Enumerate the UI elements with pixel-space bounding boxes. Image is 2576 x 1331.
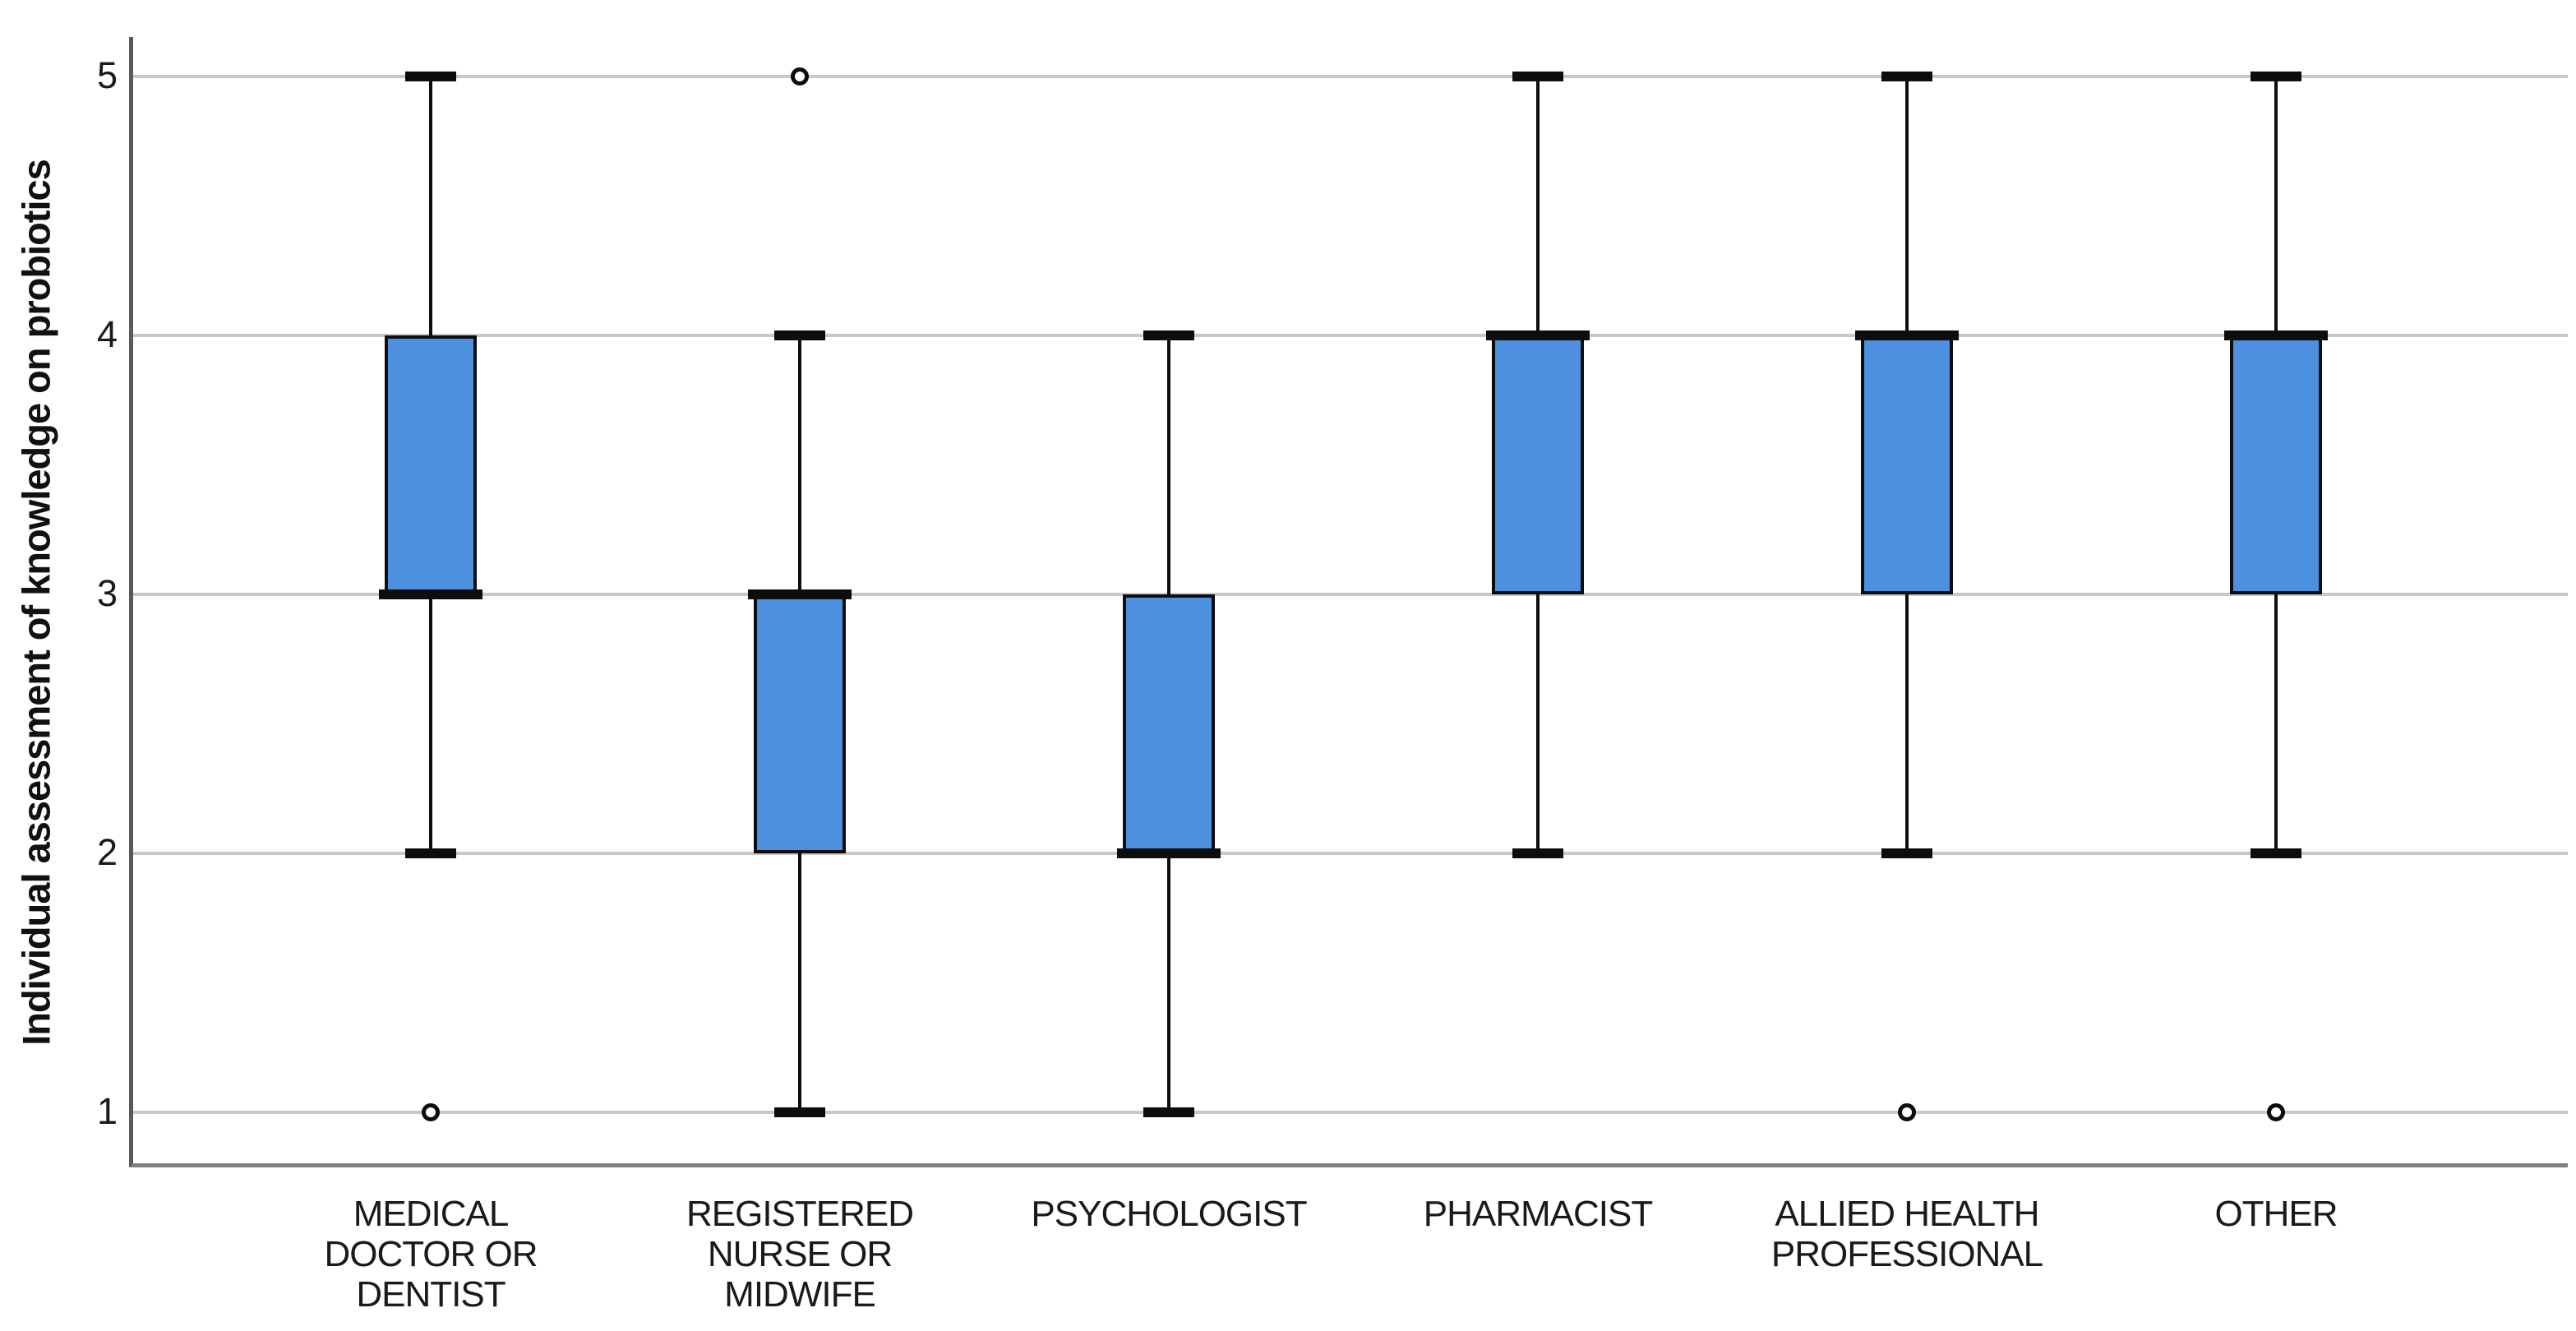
category-label-line: MEDICAL	[353, 1194, 510, 1234]
y-tick-label-3: 3	[96, 572, 118, 614]
iqr-box	[1123, 594, 1215, 853]
outlier-point	[422, 1103, 440, 1121]
gridline-y-5	[129, 75, 2568, 78]
upper-whisker-line	[798, 335, 801, 594]
lower-whisker-cap	[2251, 848, 2301, 858]
iqr-box	[1861, 335, 1953, 594]
median-line	[379, 589, 482, 599]
plot-area	[129, 37, 2568, 1167]
y-tick-label-1: 1	[96, 1090, 118, 1132]
category-label-line: OTHER	[2214, 1194, 2338, 1234]
lower-whisker-cap	[774, 1107, 825, 1117]
iqr-box	[1492, 335, 1584, 594]
upper-whisker-line	[429, 76, 432, 335]
category-label-3: PHARMACIST	[1349, 1194, 1727, 1234]
median-line	[748, 589, 852, 599]
y-tick-label-4: 4	[96, 313, 118, 355]
lower-whisker-line	[1905, 594, 1909, 853]
category-label-2: PSYCHOLOGIST	[980, 1194, 1358, 1234]
upper-whisker-cap	[405, 72, 456, 81]
upper-whisker-line	[1905, 76, 1909, 335]
outlier-point	[2267, 1103, 2285, 1121]
median-line	[2224, 330, 2328, 340]
median-line	[1486, 330, 1590, 340]
y-tick-label-5: 5	[96, 54, 118, 96]
iqr-box	[2230, 335, 2322, 594]
gridline-y-2	[129, 852, 2568, 855]
category-label-line: DENTIST	[356, 1274, 506, 1315]
category-label-line: PROFESSIONAL	[1770, 1234, 2043, 1274]
gridline-y-3	[129, 593, 2568, 596]
category-label-line: DOCTOR OR	[324, 1234, 538, 1274]
category-label-line: ALLIED HEALTH	[1775, 1194, 2039, 1234]
lower-whisker-cap	[405, 848, 456, 858]
median-line	[1855, 330, 1959, 340]
upper-whisker-cap	[1143, 330, 1194, 340]
lower-whisker-line	[1167, 853, 1170, 1112]
category-label-0: MEDICAL DOCTOR OR DENTIST	[242, 1194, 620, 1315]
y-tick-label-2: 2	[96, 831, 118, 873]
upper-whisker-cap	[2251, 72, 2301, 81]
upper-whisker-cap	[1881, 72, 1932, 81]
median-line	[1117, 848, 1221, 858]
category-label-1: REGISTERED NURSE OR MIDWIFE	[611, 1194, 989, 1315]
lower-whisker-line	[1536, 594, 1540, 853]
lower-whisker-cap	[1143, 1107, 1194, 1117]
category-label-line: MIDWIFE	[724, 1274, 876, 1315]
category-label-4: ALLIED HEALTH PROFESSIONAL	[1718, 1194, 2096, 1274]
upper-whisker-line	[1536, 76, 1540, 335]
iqr-box	[754, 594, 846, 853]
lower-whisker-line	[798, 853, 801, 1112]
upper-whisker-cap	[774, 330, 825, 340]
gridline-y-1	[129, 1111, 2568, 1114]
lower-whisker-line	[2274, 594, 2278, 853]
iqr-box	[385, 335, 477, 594]
lower-whisker-cap	[1881, 848, 1932, 858]
upper-whisker-line	[1167, 335, 1170, 594]
upper-whisker-cap	[1512, 72, 1563, 81]
category-label-line: PSYCHOLOGIST	[1031, 1194, 1307, 1234]
category-label-line: PHARMACIST	[1423, 1194, 1653, 1234]
category-label-5: OTHER	[2087, 1194, 2465, 1234]
lower-whisker-line	[429, 594, 432, 853]
category-label-line: NURSE OR	[707, 1234, 893, 1274]
upper-whisker-line	[2274, 76, 2278, 335]
lower-whisker-cap	[1512, 848, 1563, 858]
outlier-point	[1898, 1103, 1916, 1121]
gridline-y-4	[129, 334, 2568, 337]
outlier-point	[791, 67, 809, 85]
category-label-line: REGISTERED	[686, 1194, 914, 1234]
